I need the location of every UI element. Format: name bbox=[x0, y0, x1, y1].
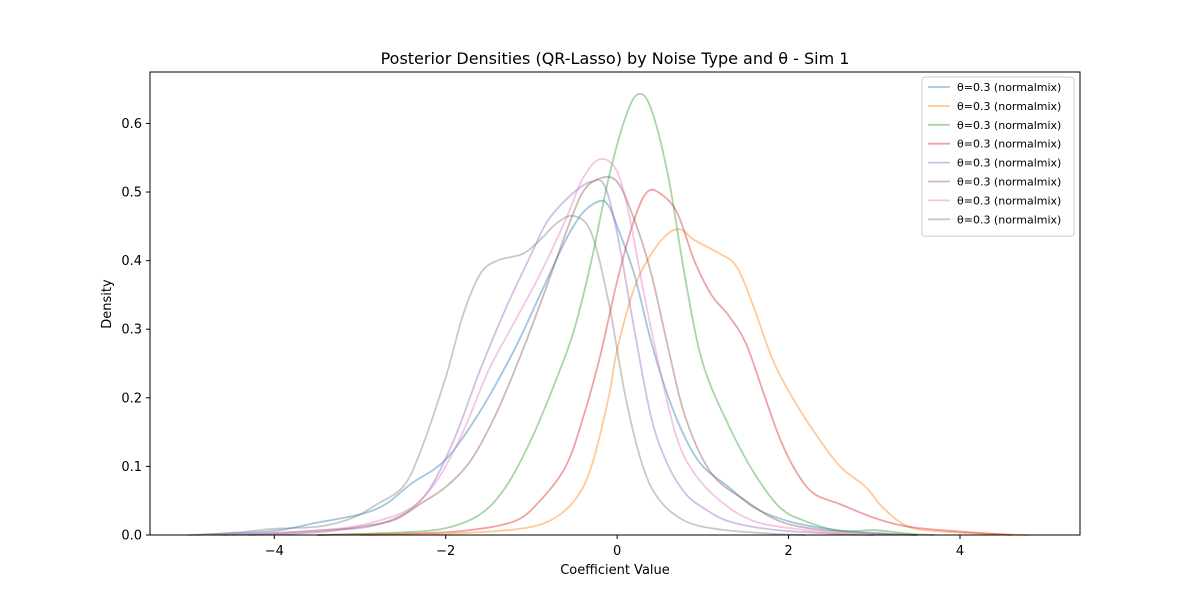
legend-box bbox=[921, 76, 1075, 237]
plot-frame bbox=[149, 71, 1081, 536]
x-axis: −4 −2 0 2 4 bbox=[265, 535, 964, 559]
legend-label-3: θ=0.3 (normalmix) bbox=[957, 119, 1061, 132]
y-tick-label: 0.4 bbox=[121, 254, 142, 269]
legend-label-4: θ=0.3 (normalmix) bbox=[957, 138, 1061, 151]
series-line-8 bbox=[197, 214, 806, 536]
series-line-6 bbox=[248, 175, 918, 536]
series-line-4 bbox=[317, 188, 1012, 536]
chart-title: Posterior Densities (QR-Lasso) by Noise … bbox=[381, 49, 850, 68]
y-tick-label: 0.6 bbox=[121, 117, 142, 132]
series-line-2 bbox=[359, 228, 1029, 536]
y-tick-label: 0.0 bbox=[121, 529, 142, 544]
y-axis-label: Density bbox=[100, 279, 115, 329]
legend-label-7: θ=0.3 (normalmix) bbox=[957, 194, 1061, 207]
x-tick-label: 4 bbox=[956, 544, 964, 559]
legend-label-1: θ=0.3 (normalmix) bbox=[957, 81, 1061, 94]
legend: θ=0.3 (normalmix) θ=0.3 (normalmix) θ=0.3 … bbox=[921, 76, 1075, 237]
legend-label-6: θ=0.3 (normalmix) bbox=[957, 176, 1061, 189]
legend-label-2: θ=0.3 (normalmix) bbox=[957, 100, 1061, 113]
plot-area bbox=[188, 92, 1029, 536]
series-line-5 bbox=[222, 178, 875, 536]
x-tick-label: 0 bbox=[613, 544, 621, 559]
x-axis-label: Coefficient Value bbox=[560, 563, 670, 578]
x-tick-label: 2 bbox=[784, 544, 792, 559]
x-tick-label: −4 bbox=[265, 544, 284, 559]
x-tick-label: −2 bbox=[436, 544, 455, 559]
y-tick-label: 0.5 bbox=[121, 186, 142, 201]
y-tick-label: 0.1 bbox=[121, 460, 142, 475]
y-tick-label: 0.2 bbox=[121, 391, 142, 406]
series-line-7 bbox=[231, 158, 858, 536]
series-line-1 bbox=[188, 199, 918, 536]
legend-label-8: θ=0.3 (normalmix) bbox=[957, 213, 1061, 226]
legend-label-5: θ=0.3 (normalmix) bbox=[957, 157, 1061, 170]
y-tick-label: 0.3 bbox=[121, 323, 142, 338]
y-axis: 0.0 0.1 0.2 0.3 0.4 0.5 0.6 bbox=[121, 117, 150, 544]
series-line-3 bbox=[317, 92, 935, 536]
